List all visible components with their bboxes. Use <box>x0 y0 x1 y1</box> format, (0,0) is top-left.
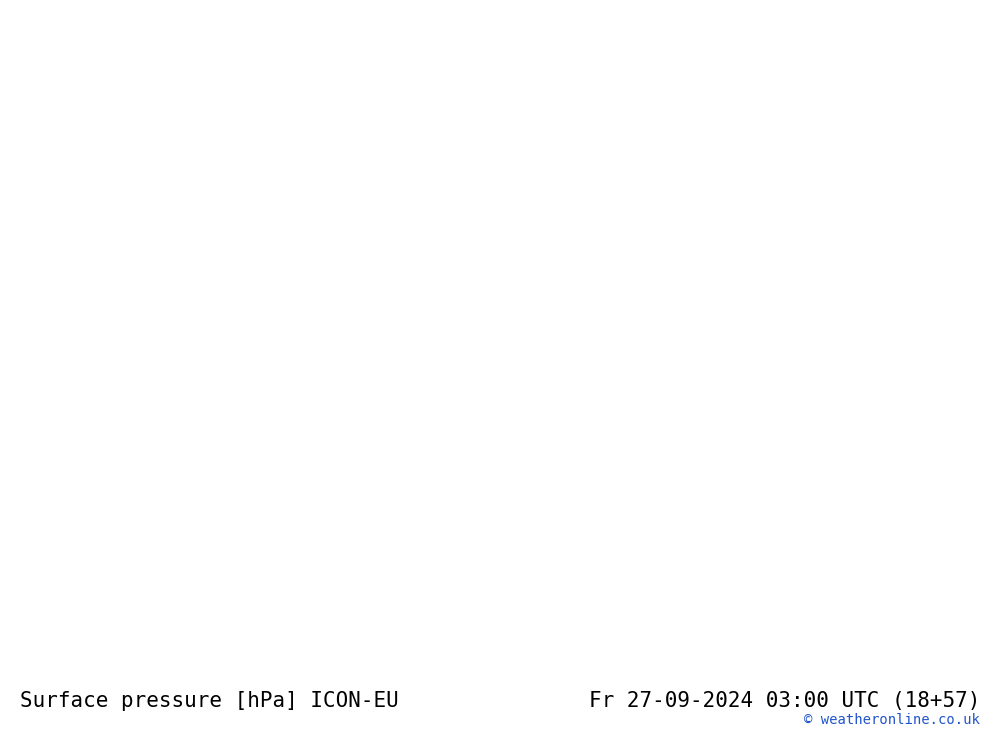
Text: © weatheronline.co.uk: © weatheronline.co.uk <box>804 713 980 727</box>
Text: Surface pressure [hPa] ICON-EU: Surface pressure [hPa] ICON-EU <box>20 690 399 711</box>
Text: Fr 27-09-2024 03:00 UTC (18+57): Fr 27-09-2024 03:00 UTC (18+57) <box>589 690 980 711</box>
